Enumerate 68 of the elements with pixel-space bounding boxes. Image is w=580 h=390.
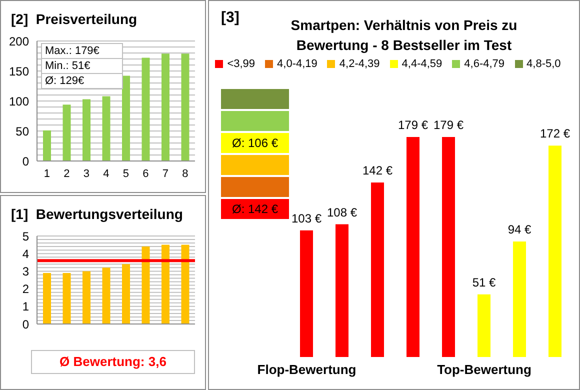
x-tick-label: 2 <box>64 168 70 180</box>
bar <box>102 96 110 161</box>
data-label: 142 € <box>362 163 393 178</box>
x-tick-label: 3 <box>83 168 90 180</box>
x-tick-label: 5 <box>122 168 129 180</box>
y-tick-label: 1 <box>22 300 30 314</box>
bar <box>102 268 110 324</box>
chart-title: Smartpen: Verhältnis von Preis zu Bewertung - 8 Bestseller im Test <box>290 16 518 55</box>
legend-label: <3,99 <box>227 58 256 70</box>
y-tick-label: 150 <box>8 64 30 78</box>
data-label: 108 € <box>326 205 358 220</box>
bar <box>181 244 190 324</box>
bar <box>82 271 90 324</box>
bar <box>513 241 526 357</box>
legend-label: 4,2-4,39 <box>339 58 380 70</box>
legend-label: 4,8-5,0 <box>526 58 561 70</box>
bar <box>162 244 170 324</box>
y-tick-label: 0 <box>22 154 30 168</box>
legend-label: 4,4-4,59 <box>402 58 442 70</box>
bar <box>142 58 150 161</box>
data-label: 103 € <box>291 211 322 226</box>
bar <box>548 146 562 357</box>
bar <box>122 76 130 161</box>
y-tick-label: 0 <box>22 317 30 332</box>
y-tick-label: 200 <box>8 34 30 48</box>
y-tick-label: 100 <box>8 94 30 108</box>
y-tick-label: 2 <box>22 282 30 296</box>
legend-label: 4,0-4,19 <box>277 58 318 70</box>
annotation: Max.: 179€ <box>44 44 100 58</box>
legend-label: 4,6-4,79 <box>464 58 505 70</box>
bar <box>62 104 71 161</box>
annotation: Min.: 51€ <box>42 58 122 73</box>
chart-title: [1] Bewertungsverteilung <box>10 205 184 224</box>
y-tick-label: 50 <box>16 124 30 138</box>
x-tick-label: 7 <box>162 168 168 180</box>
color-key-blocks: Ø: 106 € Ø: 142 € <box>221 89 289 221</box>
bar <box>162 54 170 161</box>
bar <box>43 272 51 324</box>
x-tick-label: 6 <box>142 168 149 180</box>
bar <box>442 137 455 357</box>
bar <box>406 137 420 357</box>
x-tick-label: Flop-Bewertung <box>257 362 356 378</box>
ref-line-label: Ø Bewertung: 3,6 <box>31 350 195 374</box>
y-tick-label: 5 <box>22 229 30 244</box>
bar <box>300 230 313 357</box>
x-tick-label: 4 <box>103 168 110 180</box>
bar <box>478 294 490 357</box>
bar <box>181 54 190 161</box>
x-tick-label: 8 <box>182 168 188 180</box>
data-label: 179 € <box>433 118 464 132</box>
data-label: 51 € <box>472 275 496 290</box>
data-label: 179 € <box>398 118 428 132</box>
data-label: 172 € <box>540 126 570 141</box>
y-tick-label: 4 <box>22 246 30 261</box>
annotation: Ø: 129€ <box>42 73 122 88</box>
bar <box>43 130 51 161</box>
y-tick-label: 3 <box>22 264 30 278</box>
bar <box>336 224 348 357</box>
chart-subtitle: [3] <box>221 9 240 26</box>
x-tick-label: 1 <box>44 168 50 180</box>
bar <box>82 99 90 161</box>
x-tick-label: Top-Bewertung <box>437 362 532 378</box>
bar <box>371 182 384 357</box>
chart-title: [2] Preisverteilung <box>10 10 138 29</box>
bar <box>122 264 130 324</box>
bar <box>62 272 71 324</box>
bar <box>142 246 150 324</box>
data-label: 94 € <box>508 222 532 236</box>
